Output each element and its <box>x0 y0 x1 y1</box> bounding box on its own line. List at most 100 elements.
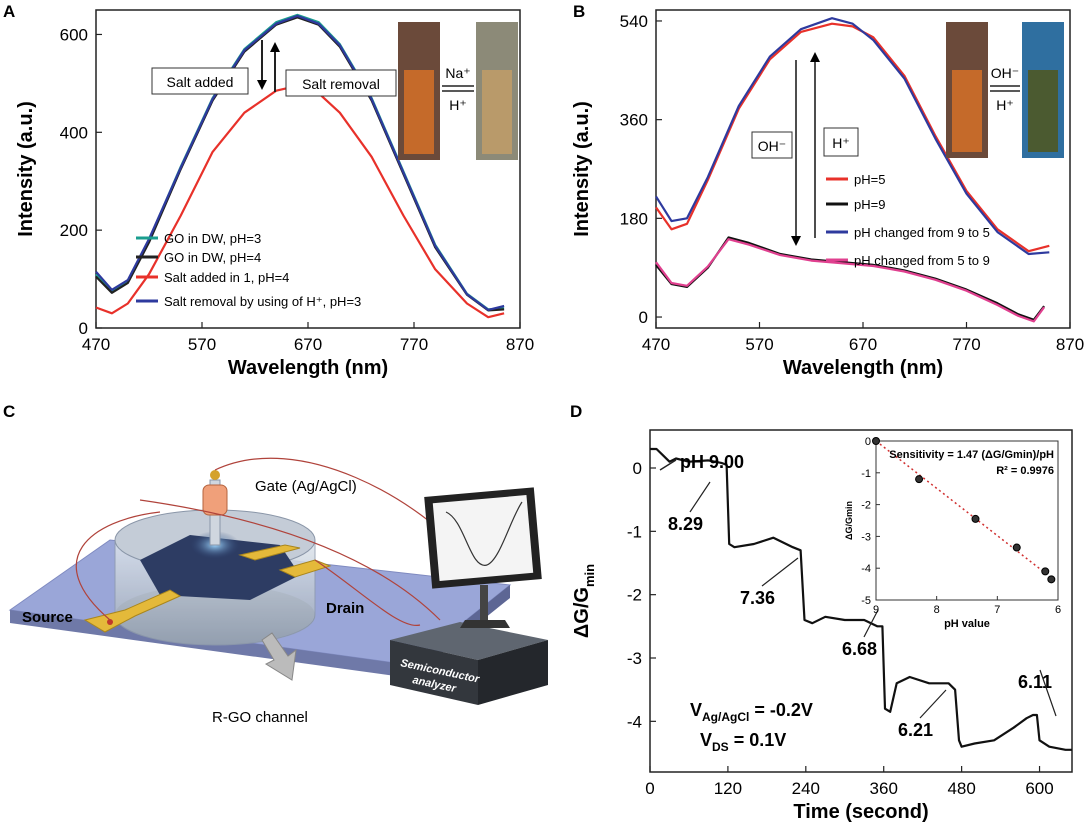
inset-frame <box>875 440 1059 601</box>
x-tick-label: 870 <box>1056 335 1084 354</box>
salt-removal-box <box>285 69 397 97</box>
inset-y-tick-label: -4 <box>861 563 871 575</box>
inset-point-2 <box>971 514 980 523</box>
inset-x-tick-label: 7 <box>994 604 1000 616</box>
x-axis-title: Wavelength (nm) <box>783 357 943 379</box>
y-tick-label: -3 <box>627 649 642 668</box>
level-arrow-3 <box>919 689 947 719</box>
inset-point-4 <box>1041 567 1050 576</box>
x-tick-label: 570 <box>745 335 773 354</box>
vds-part: V <box>700 730 712 750</box>
legend-label-2: pH changed from 9 to 5 <box>854 225 990 240</box>
monitor-screen <box>432 495 534 581</box>
inset-point-1 <box>915 475 924 484</box>
level-arrow-1 <box>761 557 799 587</box>
panel-letter-b: B <box>573 2 586 21</box>
gate-electrode-cap <box>202 484 228 516</box>
down-arrow-head <box>257 80 267 90</box>
y-tick-label: 200 <box>60 221 88 240</box>
channel-arrow <box>261 632 297 681</box>
analyzer-top <box>390 622 548 660</box>
x-axis-title: Time (second) <box>793 801 928 823</box>
h-box <box>823 127 859 157</box>
inset-r2: R² = 0.9976 <box>996 465 1054 477</box>
inset-x-title: pH value <box>944 618 990 630</box>
inset-y-tick-label: -5 <box>861 595 871 607</box>
source-probe-dot <box>107 619 113 625</box>
monitor-base <box>460 620 510 628</box>
inset-y-tick-label: -1 <box>861 468 871 480</box>
legend-label-1: GO in DW, pH=4 <box>164 250 261 265</box>
inset-fit-line <box>875 440 1052 579</box>
y-tick-label: 540 <box>620 12 648 31</box>
monitor-curve <box>445 501 523 566</box>
x-tick-label: 480 <box>947 779 975 798</box>
level-label-1: 7.36 <box>740 588 775 608</box>
x-tick-label: 470 <box>642 335 670 354</box>
vial-right-liquid <box>482 70 512 154</box>
legend-label-3: Salt removal by using of H⁺, pH=3 <box>164 294 361 309</box>
salt-added-box <box>151 67 249 95</box>
inset-y-tick-label: -2 <box>861 500 871 512</box>
inset-y-title: ΔG/Gmin <box>844 501 854 540</box>
salt-added-label: Salt added <box>167 74 234 90</box>
legend-label-0: GO in DW, pH=3 <box>164 231 261 246</box>
wire-drain <box>314 559 421 626</box>
drain-label: Drain <box>326 600 364 617</box>
vds-part: = 0.1V <box>729 730 787 750</box>
channel-label: R-GO channel <box>212 709 308 726</box>
ph-start-label: pH 9.00 <box>680 452 744 472</box>
x-tick-label: 870 <box>506 335 534 354</box>
x-axis-title: Wavelength (nm) <box>228 357 388 379</box>
monitor-stand <box>480 585 488 620</box>
y-tick-label: -1 <box>627 522 642 541</box>
inset-x-tick-label: 6 <box>1055 604 1061 616</box>
oh-box <box>751 131 793 159</box>
x-tick-label: 570 <box>188 335 216 354</box>
series-line-0 <box>655 22 1050 253</box>
vds-text: VDS = 0.1V <box>700 730 786 754</box>
vial-left-liquid <box>404 70 434 154</box>
inset-point-5 <box>1047 575 1056 584</box>
y-tick-label: 0 <box>639 308 648 327</box>
up-arrow-head <box>270 42 280 52</box>
x-tick-label: 470 <box>82 335 110 354</box>
drain-electrode-leg <box>278 559 332 578</box>
y-tick-label: 600 <box>60 25 88 44</box>
plot-frame <box>649 429 1073 773</box>
drain-electrode <box>238 544 301 561</box>
y-axis-title: ΔG/Gmin <box>571 564 597 638</box>
y-tick-label: 180 <box>620 209 648 228</box>
vgs-part: = -0.2V <box>749 700 813 720</box>
inset-x-tick-label: 9 <box>873 604 879 616</box>
level-arrow-4 <box>1039 669 1057 717</box>
level-label-2: 6.68 <box>842 639 877 659</box>
level-label-0: 8.29 <box>668 514 703 534</box>
x-tick-label: 770 <box>952 335 980 354</box>
analyzer-front <box>390 640 478 705</box>
oh-label: OH⁻ <box>758 138 786 154</box>
inset-y-tick-label: 0 <box>865 436 871 448</box>
gate-label: Gate (Ag/AgCl) <box>255 478 357 495</box>
panel-letter-c: C <box>3 402 16 421</box>
y-axis-title-sub: min <box>582 564 597 587</box>
inset-point-0 <box>872 437 880 445</box>
na-ion-label: Na⁺ <box>445 65 470 81</box>
vgs-text: VAg/AgCl = -0.2V <box>690 700 813 724</box>
vgs-part: Ag/AgCl <box>702 710 749 724</box>
source-label: Source <box>22 609 73 626</box>
inset-sensitivity: Sensitivity = 1.47 (ΔG/Gmin)/pH <box>889 449 1054 461</box>
x-tick-label: 120 <box>714 779 742 798</box>
vial-left-liquid <box>952 70 982 152</box>
y-tick-label: -4 <box>627 712 642 731</box>
panel-letter-a: A <box>3 2 16 21</box>
y-tick-label: 0 <box>79 319 88 338</box>
wire-analyzer <box>139 499 441 621</box>
y-axis-title-main: ΔG/G <box>571 587 593 638</box>
legend-label-3: pH changed from 5 to 9 <box>854 253 990 268</box>
oh-arrow-head <box>791 236 801 246</box>
inset-point-3 <box>1012 543 1021 552</box>
h-ion-label: H⁺ <box>996 97 1014 113</box>
